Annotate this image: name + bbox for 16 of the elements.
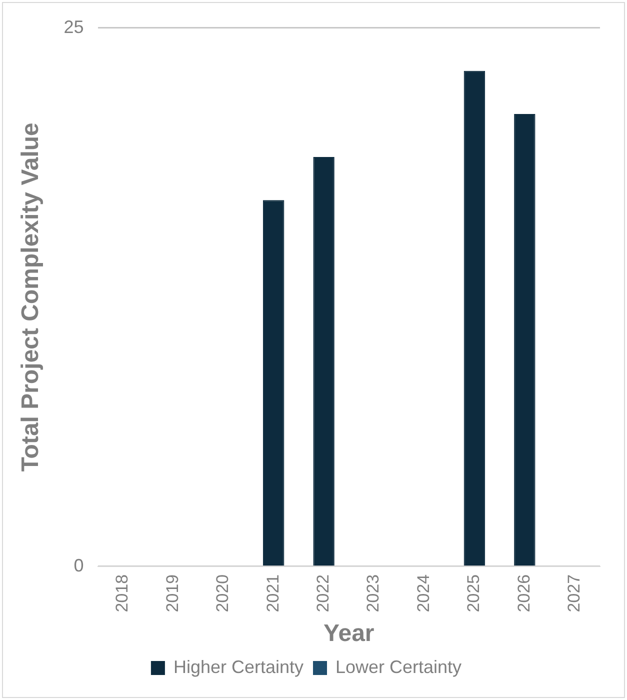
x-tick-label: 2027 bbox=[564, 574, 584, 612]
x-tick-label: 2020 bbox=[213, 574, 232, 612]
x-tick-label: 2023 bbox=[364, 574, 383, 612]
y-tick-label: 0 bbox=[74, 555, 84, 576]
y-tick-label: 25 bbox=[64, 16, 84, 37]
x-tick-label: 2021 bbox=[263, 574, 282, 612]
y-axis-title: Total Project Complexity Value bbox=[17, 122, 44, 472]
x-tick-label: 2026 bbox=[514, 574, 534, 612]
x-tick-label: 2024 bbox=[414, 574, 433, 612]
x-tick-label: 2019 bbox=[162, 574, 182, 612]
x-tick-label: 2022 bbox=[313, 574, 332, 612]
x-tick-label: 2018 bbox=[112, 574, 132, 612]
legend-label: Lower Certainty bbox=[336, 656, 462, 677]
x-axis-title: Year bbox=[324, 620, 374, 648]
x-tick-label: 2025 bbox=[464, 574, 484, 612]
legend-label: Higher Certainty bbox=[173, 656, 304, 677]
